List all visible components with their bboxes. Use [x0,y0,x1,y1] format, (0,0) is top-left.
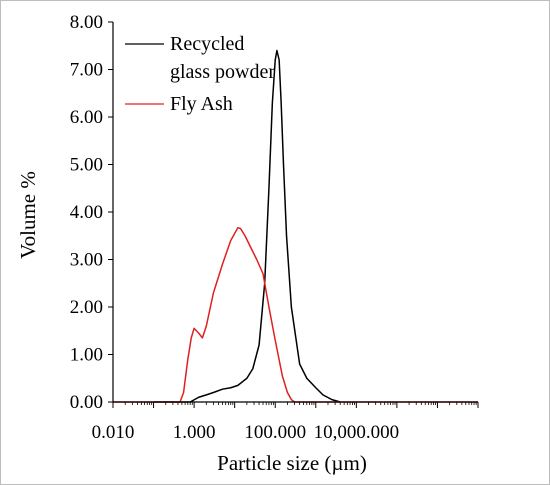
y-tick-label: 1.00 [70,345,103,366]
x-tick-label: 0.010 [92,422,135,443]
y-tick-label: 8.00 [70,12,103,33]
y-tick-label: 3.00 [70,250,103,271]
legend: Recycled glass powder Fly Ash [125,33,275,115]
y-tick-label: 4.00 [70,202,103,223]
series-line-fly-ash [113,226,478,403]
y-tick-label: 0.00 [70,392,103,413]
legend-label-recycled-glass-line2: glass powder [170,61,275,83]
x-tick-label: 1.000 [173,422,216,443]
y-axis-title: Volume % [16,171,40,259]
series-layer [113,49,478,403]
series-line-recycled-glass-powder [153,49,341,403]
y-tick-label: 2.00 [70,297,103,318]
ticks-layer: 0.00 1.00 2.00 3.00 4.00 5.00 6.00 7.00 8.00 0.01… [70,12,479,443]
x-tick-label: 10,000.000 [314,422,400,443]
legend-label-recycled-glass-line1: Recycled [170,33,244,55]
x-tick-label: 100.000 [244,422,306,443]
y-tick-label: 7.00 [70,60,103,81]
y-tick-label: 6.00 [70,107,103,128]
x-axis-title: Particle size (µm) [217,451,367,475]
legend-label-fly-ash: Fly Ash [170,93,233,115]
y-tick-label: 5.00 [70,155,103,176]
